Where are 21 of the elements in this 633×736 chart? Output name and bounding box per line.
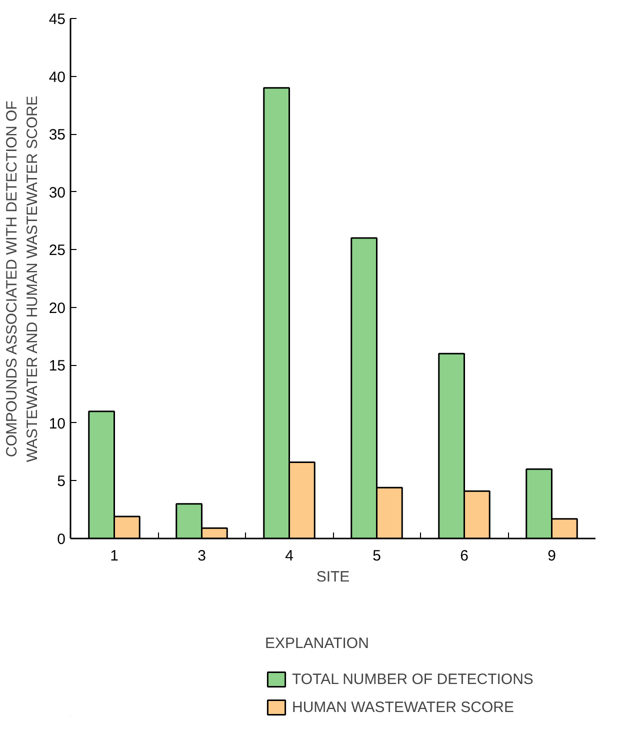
y-tick-label: 40 [48, 68, 66, 86]
legend-title: EXPLANATION [265, 635, 370, 652]
x-tick-label: 3 [198, 548, 206, 564]
y-tick-label: 20 [48, 300, 66, 317]
y-tick-label: 30 [48, 184, 66, 202]
x-tick-label: 4 [285, 548, 294, 564]
y-tick-label: 15 [48, 358, 66, 375]
y-axis-title: COMPOUNDS ASSOCIATED WITH DETECTION OF WASTEWATER AND HUMAN WASTEWATER SCORE [3, 96, 41, 462]
x-tick-label: 1 [110, 548, 118, 564]
y-tick-label: 0 [57, 531, 66, 548]
y-tick-label: 5 [57, 473, 66, 490]
y-tick-label: 35 [48, 126, 66, 144]
legend-label: TOTAL NUMBER OF DETECTIONS [292, 670, 534, 688]
legend-label: HUMAN WASTEWATER SCORE [292, 698, 514, 716]
x-axis-title: SITE [316, 568, 350, 586]
y-tick-label: 10 [48, 415, 66, 432]
y-tick-label: 45 [48, 11, 66, 28]
x-tick-label: 9 [548, 548, 556, 564]
x-tick-label: 5 [372, 548, 381, 564]
x-tick-label: 6 [460, 548, 468, 564]
y-tick-label: 25 [48, 242, 66, 260]
